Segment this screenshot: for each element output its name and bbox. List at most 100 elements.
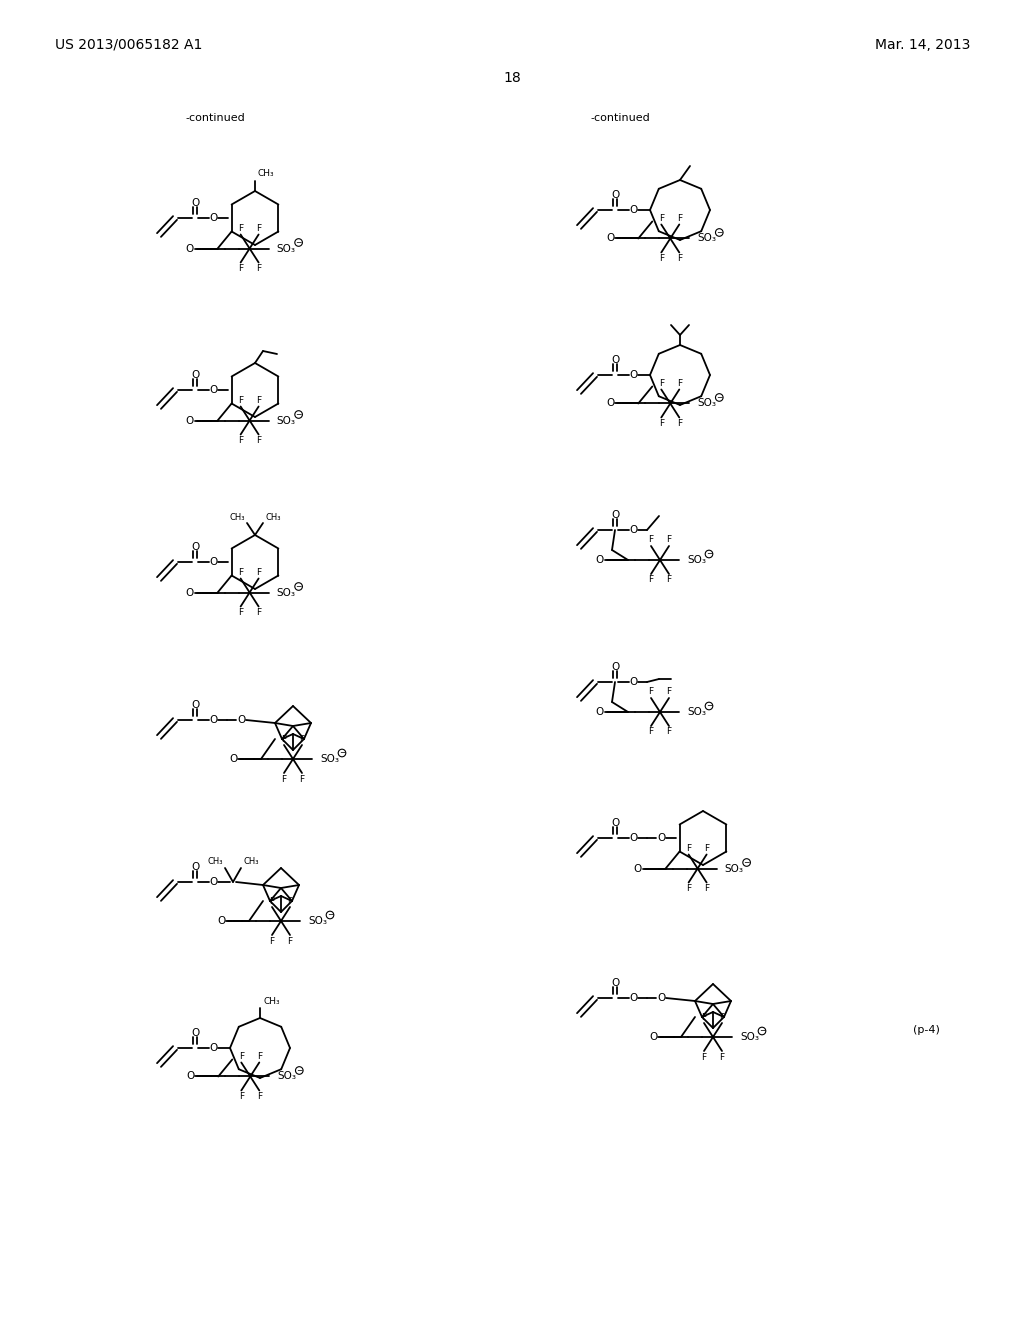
Text: O: O (190, 543, 199, 552)
Text: F: F (658, 379, 664, 388)
Text: O: O (185, 243, 194, 253)
Text: F: F (256, 609, 261, 616)
Text: F: F (299, 734, 304, 743)
Text: −: − (339, 748, 345, 758)
Text: CH₃: CH₃ (258, 169, 274, 178)
Text: F: F (677, 253, 682, 263)
Text: O: O (190, 198, 199, 209)
Text: F: F (269, 896, 274, 906)
Text: CH₃: CH₃ (263, 997, 280, 1006)
Text: F: F (238, 224, 243, 234)
Text: SO₃: SO₃ (740, 1032, 759, 1041)
Text: O: O (611, 663, 620, 672)
Text: F: F (256, 436, 261, 445)
Text: O: O (190, 700, 199, 710)
Text: F: F (720, 1052, 725, 1061)
Text: O: O (629, 833, 637, 843)
Text: F: F (686, 843, 691, 853)
Text: −: − (296, 411, 302, 418)
Text: F: F (686, 884, 691, 894)
Text: O: O (217, 916, 225, 927)
Text: SO₃: SO₃ (276, 587, 296, 598)
Text: O: O (629, 370, 637, 380)
Text: O: O (229, 754, 238, 764)
Text: F: F (239, 1092, 244, 1101)
Text: O: O (629, 525, 637, 535)
Text: −: − (327, 911, 333, 920)
Text: O: O (656, 993, 666, 1003)
Text: O: O (611, 818, 620, 828)
Text: O: O (629, 993, 637, 1003)
Text: F: F (256, 224, 261, 234)
Text: O: O (606, 234, 614, 243)
Text: F: F (705, 843, 710, 853)
Text: F: F (238, 609, 243, 616)
Text: O: O (186, 1072, 195, 1081)
Text: O: O (611, 190, 620, 201)
Text: SO₃: SO₃ (278, 1072, 296, 1081)
Text: −: − (706, 549, 712, 558)
Text: SO₃: SO₃ (687, 554, 706, 565)
Text: F: F (720, 1012, 725, 1022)
Text: O: O (209, 876, 217, 887)
Text: O: O (649, 1032, 657, 1041)
Text: (p-4): (p-4) (913, 1026, 940, 1035)
Text: F: F (658, 418, 664, 428)
Text: F: F (658, 214, 664, 223)
Text: F: F (257, 1092, 262, 1101)
Text: SO₃: SO₃ (697, 399, 716, 408)
Text: CH₃: CH₃ (243, 858, 258, 866)
Text: F: F (648, 688, 653, 697)
Text: SO₃: SO₃ (276, 416, 296, 425)
Text: 18: 18 (503, 71, 521, 84)
Text: O: O (209, 557, 217, 568)
Text: −: − (296, 238, 302, 247)
Text: F: F (269, 936, 274, 945)
Text: SO₃: SO₃ (697, 234, 716, 243)
Text: F: F (667, 536, 672, 544)
Text: F: F (677, 379, 682, 388)
Text: CH₃: CH₃ (265, 512, 281, 521)
Text: F: F (288, 936, 293, 945)
Text: −: − (743, 858, 750, 867)
Text: O: O (190, 1028, 199, 1038)
Text: O: O (634, 863, 642, 874)
Text: O: O (596, 554, 604, 565)
Text: −: − (296, 1067, 302, 1074)
Text: −: − (759, 1027, 765, 1035)
Text: F: F (238, 264, 243, 273)
Text: O: O (209, 715, 217, 725)
Text: F: F (238, 436, 243, 445)
Text: Mar. 14, 2013: Mar. 14, 2013 (874, 38, 970, 51)
Text: F: F (705, 884, 710, 894)
Text: SO₃: SO₃ (276, 243, 296, 253)
Text: O: O (237, 715, 245, 725)
Text: O: O (185, 587, 194, 598)
Text: CH₃: CH₃ (208, 858, 223, 866)
Text: O: O (606, 399, 614, 408)
Text: O: O (185, 416, 194, 425)
Text: SO₃: SO₃ (687, 708, 706, 717)
Text: F: F (256, 568, 261, 577)
Text: F: F (677, 214, 682, 223)
Text: F: F (648, 536, 653, 544)
Text: CH₃: CH₃ (229, 512, 245, 521)
Text: −: − (716, 393, 723, 403)
Text: O: O (611, 978, 620, 987)
Text: F: F (256, 264, 261, 273)
Text: F: F (288, 896, 293, 906)
Text: −: − (716, 228, 723, 238)
Text: O: O (209, 213, 217, 223)
Text: O: O (656, 833, 666, 843)
Text: O: O (190, 862, 199, 873)
Text: O: O (190, 370, 199, 380)
Text: O: O (611, 510, 620, 520)
Text: F: F (701, 1012, 707, 1022)
Text: −: − (706, 701, 712, 710)
Text: F: F (701, 1052, 707, 1061)
Text: F: F (256, 396, 261, 405)
Text: US 2013/0065182 A1: US 2013/0065182 A1 (55, 38, 203, 51)
Text: SO₃: SO₃ (725, 863, 743, 874)
Text: O: O (209, 1043, 217, 1053)
Text: F: F (677, 418, 682, 428)
